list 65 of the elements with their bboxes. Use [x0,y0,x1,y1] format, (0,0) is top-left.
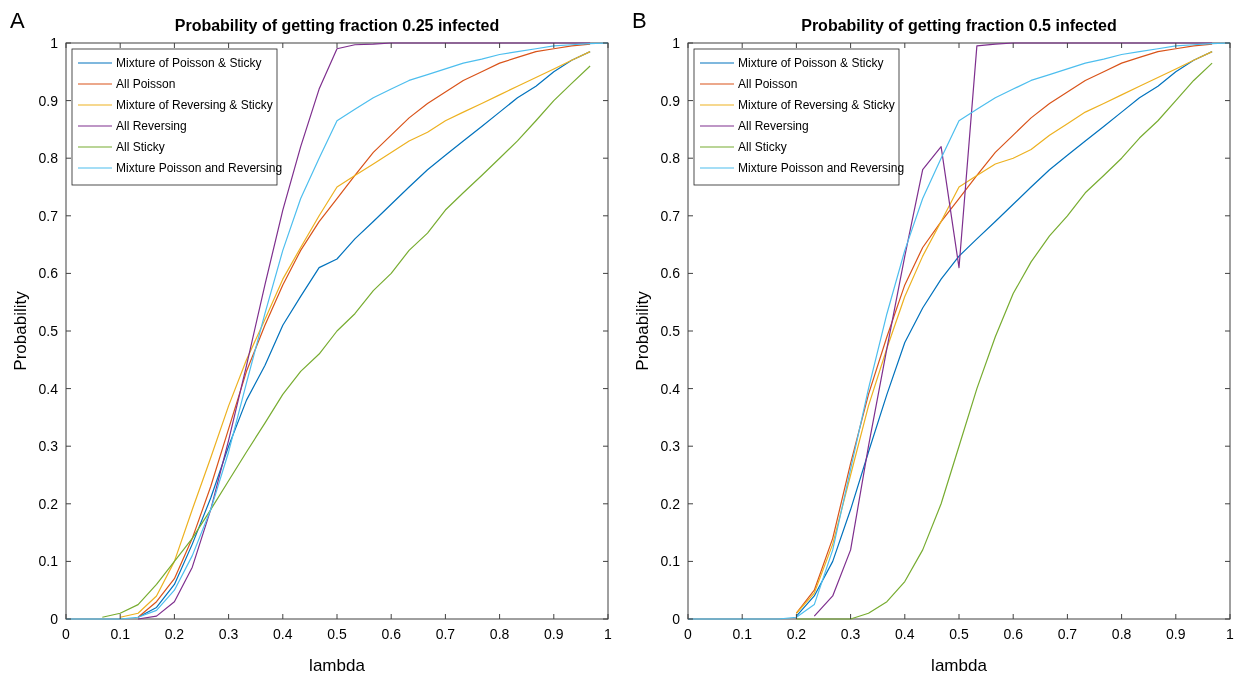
y-tick-label: 0.1 [38,553,59,570]
x-tick-label: 0 [62,626,71,642]
y-tick-label: 0.8 [660,150,681,167]
chart-title: Probability of getting fraction 0.5 infected [801,17,1117,34]
y-tick-label: 0.5 [660,323,681,339]
x-tick-label: 1 [604,626,613,642]
y-axis-title: Probability [633,290,652,371]
y-tick-label: 0.7 [660,207,681,224]
legend-label: Mixture of Reversing & Sticky [738,98,895,112]
x-tick-label: 0.1 [732,626,753,642]
y-tick-label: 0.6 [38,265,59,282]
x-tick-label: 0.1 [110,626,131,642]
y-tick-label: 0.9 [660,92,681,109]
legend-label: All Sticky [738,140,787,154]
x-axis-title: lambda [931,656,988,675]
y-tick-label: 1 [50,35,59,51]
legend-label: All Reversing [116,119,187,133]
legend-label: Mixture of Poisson & Sticky [116,56,262,70]
y-tick-label: 0.6 [660,265,681,282]
y-tick-label: 0.3 [660,438,681,455]
y-tick-label: 1 [672,35,681,51]
x-tick-label: 0.9 [544,626,564,642]
x-tick-label: 0.4 [895,626,915,642]
x-axis-title: lambda [309,656,366,675]
x-tick-label: 0.2 [164,626,185,642]
y-tick-label: 0 [672,611,681,627]
x-tick-label: 0.8 [1111,626,1132,642]
x-tick-label: 0.9 [1166,626,1186,642]
x-tick-label: 0.5 [327,626,347,642]
y-tick-label: 0.7 [38,207,59,224]
text: A [10,8,25,33]
legend-label: All Poisson [738,77,798,91]
y-tick-label: 0.3 [38,438,59,455]
x-tick-label: 0.7 [435,626,456,642]
x-tick-label: 0.6 [1003,626,1024,642]
line-series [687,42,1231,620]
y-tick-label: 0.5 [38,323,59,339]
y-tick-label: 0.4 [660,380,681,397]
y-tick-label: 0.8 [38,150,59,167]
x-tick-label: 0.3 [840,626,861,642]
legend-label: Mixture Poisson and Reversing [116,161,283,175]
x-tick-label: 0.8 [489,626,510,642]
legend-label: Mixture Poisson and Reversing [738,161,905,175]
x-tick-label: 1 [1226,626,1235,642]
x-tick-label: 0.7 [1057,626,1078,642]
y-tick-label: 0 [50,611,59,627]
x-tick-label: 0.3 [218,626,239,642]
x-tick-label: 0.5 [949,626,969,642]
text: B [632,8,647,33]
y-tick-label: 0.9 [38,92,59,109]
legend-label: All Poisson [116,77,176,91]
legend-label: All Reversing [738,119,809,133]
y-tick-label: 0.2 [660,495,681,512]
x-tick-label: 0.6 [381,626,402,642]
x-tick-label: 0 [684,626,693,642]
legend-label: All Sticky [116,140,165,154]
y-axis-title: Probability [11,290,30,371]
x-tick-label: 0.4 [273,626,293,642]
x-tick-label: 0.2 [786,626,807,642]
legend-label: Mixture of Poisson & Sticky [738,56,884,70]
legend-label: Mixture of Reversing & Sticky [116,98,273,112]
y-tick-label: 0.4 [38,380,59,397]
y-tick-label: 0.2 [38,495,59,512]
y-tick-label: 0.1 [660,553,681,570]
chart-title: Probability of getting fraction 0.25 infected [174,17,500,34]
